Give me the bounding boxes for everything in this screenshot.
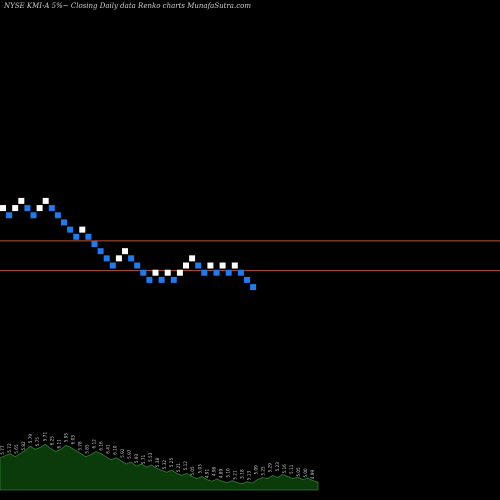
renko-brick-up xyxy=(176,269,183,276)
renko-brick-down xyxy=(146,276,153,283)
volume-label: 5.72 xyxy=(7,443,12,453)
volume-label: 5.71 xyxy=(141,454,146,464)
volume-label: 6.12 xyxy=(92,439,97,449)
renko-brick-down xyxy=(244,276,250,283)
renko-brick-up xyxy=(122,248,128,255)
volume-label: 5.11 xyxy=(289,464,294,474)
renko-brick-up xyxy=(231,262,238,269)
volume-label: 6.16 xyxy=(99,441,104,451)
renko-brick-down xyxy=(201,269,208,276)
renko-brick-down xyxy=(237,269,244,276)
volume-label: 4.98 xyxy=(211,466,216,476)
renko-brick-down xyxy=(67,226,74,233)
renko-brick-down xyxy=(158,276,165,283)
renko-brick-down xyxy=(24,205,31,212)
volume-label: 5.12 xyxy=(183,461,188,471)
volume-label: 5.13 xyxy=(247,471,252,481)
renko-bricks xyxy=(0,197,257,291)
volume-label: 5.16 xyxy=(282,464,287,474)
renko-brick-down xyxy=(91,240,98,247)
volume-label: 6.25 xyxy=(49,436,54,446)
volume-label: 5.82 xyxy=(21,441,26,451)
volume-panel: 5.77 5.72 5.65 5.825.79 5.755.71 6.25 6.115.95… xyxy=(0,432,319,491)
renko-brick-up xyxy=(42,197,49,204)
renko-brick-up xyxy=(164,269,171,276)
volume-label: 4.99 xyxy=(310,470,315,480)
volume-label: 5.00 xyxy=(303,468,308,478)
renko-brick-down xyxy=(213,269,220,276)
renko-brick-up xyxy=(36,205,43,212)
volume-label: 5.53 xyxy=(148,452,153,462)
volume-label: 4.91 xyxy=(204,469,209,479)
volume-label: 5.77 xyxy=(0,445,5,455)
renko-brick-down xyxy=(48,205,55,212)
renko-brick-down xyxy=(54,212,61,219)
volume-label: 5.38 xyxy=(155,458,160,468)
renko-brick-up xyxy=(219,262,226,269)
renko-brick-down xyxy=(250,284,257,291)
volume-label: 5.05 xyxy=(296,467,301,477)
renko-brick-down xyxy=(134,262,141,269)
reference-lines xyxy=(0,240,500,272)
volume-label: 5.21 xyxy=(176,463,181,473)
volume-label: 5.18 xyxy=(240,469,245,479)
renko-brick-down xyxy=(109,262,116,269)
renko-brick-up xyxy=(152,269,159,276)
volume-label: 6.10 xyxy=(113,445,118,455)
chart-title: NYSE KMI-A 5%~ Closing Daily data Renko … xyxy=(4,2,251,10)
renko-brick-up xyxy=(207,262,214,269)
volume-label: 5.25 xyxy=(169,458,174,468)
renko-brick-down xyxy=(225,269,232,276)
volume-label: 5.25 xyxy=(261,466,266,476)
volume-label: 5.85 xyxy=(85,444,90,454)
volume-label: 4.89 xyxy=(218,469,223,479)
volume-label: 5.71 xyxy=(42,432,47,442)
renko-brick-up xyxy=(115,255,122,262)
volume-area xyxy=(0,443,319,491)
renko-brick-up xyxy=(183,262,189,269)
volume-label: 5.75 xyxy=(35,437,40,447)
renko-brick-down xyxy=(73,233,80,240)
volume-label: 6.11 xyxy=(56,439,61,449)
volume-label: 5.65 xyxy=(14,444,19,454)
volume-label: 5.21 xyxy=(233,470,238,480)
volume-label: 5.05 xyxy=(190,466,195,476)
renko-brick-down xyxy=(30,212,37,219)
volume-label: 5.29 xyxy=(268,463,273,473)
renko-brick-down xyxy=(97,248,104,255)
volume-label: 5.92 xyxy=(120,448,125,458)
volume-label: 5.95 xyxy=(63,433,68,443)
renko-brick-down xyxy=(103,255,110,262)
renko-brick-up xyxy=(0,205,6,212)
renko-brick-down xyxy=(6,212,13,219)
volume-label: 5.93 xyxy=(134,453,139,463)
renko-brick-up xyxy=(189,255,196,262)
volume-label: 5.32 xyxy=(162,460,167,470)
renko-brick-down xyxy=(61,219,67,226)
volume-label: 5.10 xyxy=(226,468,231,478)
renko-brick-down xyxy=(140,269,147,276)
volume-label: 6.41 xyxy=(106,444,111,454)
volume-label: 6.03 xyxy=(71,435,76,445)
volume-label: 5.79 xyxy=(28,434,33,444)
renko-brick-down xyxy=(85,233,92,240)
renko-brick-up xyxy=(18,197,25,204)
volume-label: 5.23 xyxy=(275,462,280,472)
renko-brick-up xyxy=(12,205,19,212)
renko-brick-down xyxy=(128,255,135,262)
renko-brick-up xyxy=(79,226,86,233)
renko-brick-down xyxy=(170,276,177,283)
volume-label: 5.97 xyxy=(127,449,132,459)
volume-label: 5.78 xyxy=(78,441,83,451)
volume-label: 5.03 xyxy=(197,464,202,474)
renko-brick-down xyxy=(195,262,202,269)
volume-label: 5.09 xyxy=(254,465,259,475)
